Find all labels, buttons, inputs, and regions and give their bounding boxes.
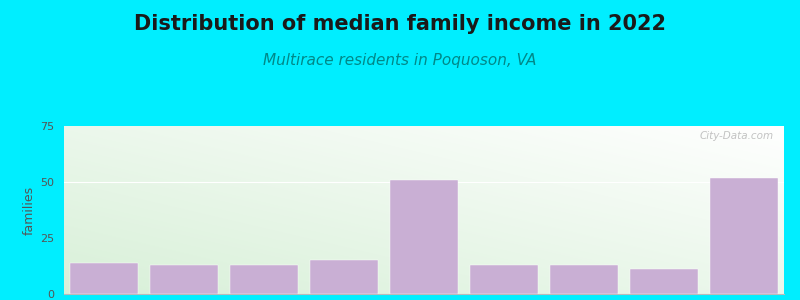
Text: Distribution of median family income in 2022: Distribution of median family income in … <box>134 14 666 34</box>
Bar <box>230 265 298 294</box>
Bar <box>70 262 138 294</box>
Text: Multirace residents in Poquoson, VA: Multirace residents in Poquoson, VA <box>263 52 537 68</box>
Bar <box>390 180 458 294</box>
Bar <box>310 260 378 294</box>
Bar <box>710 178 778 294</box>
Bar <box>470 265 538 294</box>
Bar <box>630 269 698 294</box>
Bar <box>550 265 618 294</box>
Text: City-Data.com: City-Data.com <box>699 131 773 141</box>
Y-axis label: families: families <box>23 185 36 235</box>
Bar <box>150 265 218 294</box>
